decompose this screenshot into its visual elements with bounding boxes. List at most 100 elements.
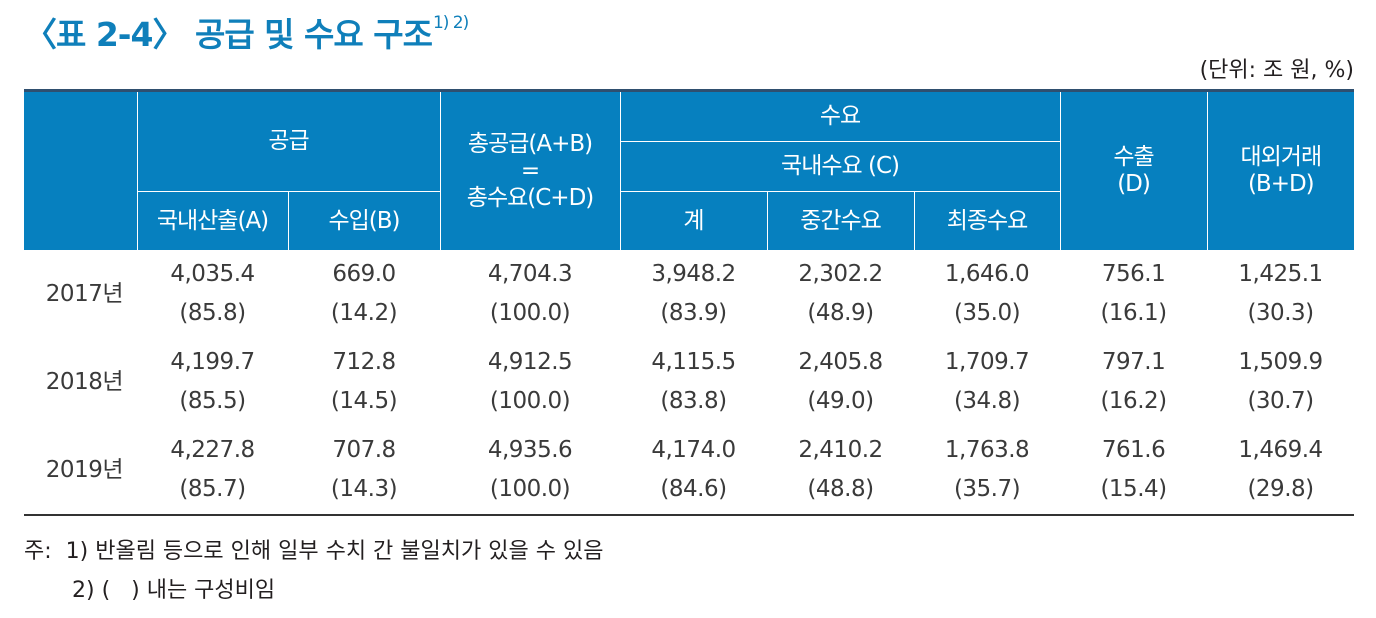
table-row: 2017년 4,035.4 (85.8) 669.0 (14.2) 4,704.3 (…	[24, 250, 1354, 338]
header-total: 총공급(A+B) = 총수요(C+D)	[439, 90, 621, 250]
cell-value: 2,410.2	[798, 437, 883, 463]
header-supply: 공급	[136, 90, 441, 192]
header-imports: 수입(B)	[287, 191, 441, 250]
cell-value: 761.6	[1101, 437, 1166, 463]
cell-value: 4,935.6	[487, 437, 573, 463]
header-external-line2: (B+D)	[1247, 171, 1315, 197]
cell-value: 4,704.3	[487, 261, 573, 287]
cell-domestic-output: 4,035.4 (85.8)	[137, 250, 288, 338]
footnote-1: 주: 1) 반올림 등으로 인해 일부 수치 간 불일치가 있을 수 있음	[24, 539, 604, 564]
cell-share: (15.4)	[1100, 476, 1167, 502]
cell-imports: 712.8 (14.5)	[288, 338, 440, 426]
cell-share: (85.7)	[179, 476, 246, 502]
cell-value: 4,227.8	[170, 437, 255, 463]
cell-share: (48.9)	[807, 300, 874, 326]
cell-export: 756.1 (16.1)	[1060, 250, 1207, 338]
cell-final: 1,709.7 (34.8)	[914, 338, 1060, 426]
cell-sum: 4,174.0 (84.6)	[620, 426, 767, 515]
cell-sum: 4,115.5 (83.8)	[620, 338, 767, 426]
cell-share: (83.9)	[660, 300, 727, 326]
cell-share: (14.5)	[330, 388, 398, 414]
cell-share: (29.8)	[1247, 476, 1314, 502]
table-title: 〈표 2-4〉 공급 및 수요 구조1) 2)	[24, 8, 469, 56]
cell-share: (30.3)	[1247, 300, 1314, 326]
cell-total: 4,912.5 (100.0)	[440, 338, 620, 426]
footnote-2: 2) ( ) 내는 구성비임	[72, 578, 276, 603]
cell-export: 797.1 (16.2)	[1060, 338, 1207, 426]
cell-share: (100.0)	[489, 476, 571, 502]
cell-imports: 707.8 (14.3)	[288, 426, 440, 515]
cell-value: 707.8	[332, 437, 396, 463]
cell-value: 2,405.8	[798, 349, 883, 375]
unit-label: (단위: 조 원, %)	[1199, 58, 1354, 83]
cell-final: 1,763.8 (35.7)	[914, 426, 1060, 515]
cell-value: 2,302.2	[798, 261, 883, 287]
cell-intermediate: 2,302.2 (48.9)	[767, 250, 914, 338]
header-export-line2: (D)	[1117, 171, 1151, 197]
cell-share: (34.8)	[953, 388, 1021, 414]
cell-domestic-output: 4,199.7 (85.5)	[137, 338, 288, 426]
row-year: 2019년	[45, 456, 124, 483]
cell-value: 1,509.9	[1238, 349, 1323, 375]
cell-value: 712.8	[332, 349, 396, 375]
cell-share: (30.7)	[1247, 388, 1314, 414]
cell-value: 756.1	[1101, 261, 1166, 287]
table-body: 2017년 4,035.4 (85.8) 669.0 (14.2) 4,704.3 (…	[24, 250, 1354, 515]
header-domestic-demand: 국내수요 (C)	[619, 141, 1061, 192]
cell-total: 4,704.3 (100.0)	[440, 250, 620, 338]
cell-share: (16.2)	[1100, 388, 1167, 414]
cell-value: 669.0	[332, 261, 396, 287]
header-final: 최종수요	[913, 191, 1061, 250]
cell-external: 1,509.9 (30.7)	[1207, 338, 1354, 426]
cell-value: 1,469.4	[1238, 437, 1323, 463]
cell-value: 4,115.5	[651, 349, 736, 375]
cell-value: 797.1	[1101, 349, 1166, 375]
header-intermediate: 중간수요	[766, 191, 915, 250]
header-domestic-output: 국내산출(A)	[136, 191, 288, 250]
header-external-line1: 대외거래	[1240, 144, 1322, 170]
cell-export: 761.6 (15.4)	[1060, 426, 1207, 515]
cell-value: 1,646.0	[944, 261, 1030, 287]
row-year: 2017년	[45, 280, 124, 307]
cell-total: 4,935.6 (100.0)	[440, 426, 620, 515]
cell-intermediate: 2,410.2 (48.8)	[767, 426, 914, 515]
cell-share: (14.3)	[330, 476, 398, 502]
cell-share: (35.7)	[953, 476, 1021, 502]
cell-value: 3,948.2	[651, 261, 736, 287]
header-corner	[24, 90, 137, 250]
header-total-line1: 총공급(A+B)	[467, 130, 593, 157]
title-footnote-marks: 1) 2)	[432, 13, 469, 33]
cell-final: 1,646.0 (35.0)	[914, 250, 1060, 338]
cell-share: (49.0)	[807, 388, 874, 414]
row-year: 2018년	[45, 368, 124, 395]
cell-share: (48.8)	[807, 476, 874, 502]
cell-share: (16.1)	[1100, 300, 1167, 326]
cell-share: (100.0)	[489, 300, 571, 326]
header-total-line3: 총수요(C+D)	[466, 184, 594, 211]
cell-share: (84.6)	[660, 476, 727, 502]
table-row: 2018년 4,199.7 (85.5) 712.8 (14.5) 4,912.5 (…	[24, 338, 1354, 426]
cell-value: 4,035.4	[170, 261, 255, 287]
footnotes: 주: 1) 반올림 등으로 인해 일부 수치 간 불일치가 있을 수 있음 2)…	[24, 532, 603, 610]
cell-external: 1,469.4 (29.8)	[1207, 426, 1354, 515]
cell-external: 1,425.1 (30.3)	[1207, 250, 1354, 338]
cell-intermediate: 2,405.8 (49.0)	[767, 338, 914, 426]
header-total-line2: =	[520, 157, 540, 184]
cell-domestic-output: 4,227.8 (85.7)	[137, 426, 288, 515]
supply-demand-table: 공급 총공급(A+B) = 총수요(C+D) 수요 수출 (D) 대외거래 (B…	[24, 89, 1355, 516]
cell-value: 1,763.8	[944, 437, 1030, 463]
cell-value: 1,709.7	[944, 349, 1030, 375]
cell-share: (85.8)	[179, 300, 246, 326]
cell-value: 4,174.0	[651, 437, 736, 463]
cell-share: (35.0)	[953, 300, 1021, 326]
cell-imports: 669.0 (14.2)	[288, 250, 440, 338]
header-external: 대외거래 (B+D)	[1206, 90, 1355, 250]
header-sum: 계	[619, 191, 768, 250]
cell-share: (83.8)	[660, 388, 727, 414]
table-title-text: 〈표 2-4〉 공급 및 수요 구조	[24, 15, 433, 54]
cell-share: (85.5)	[179, 388, 246, 414]
cell-value: 4,199.7	[170, 349, 255, 375]
cell-value: 1,425.1	[1238, 261, 1323, 287]
cell-share: (14.2)	[330, 300, 398, 326]
header-demand: 수요	[619, 90, 1061, 142]
